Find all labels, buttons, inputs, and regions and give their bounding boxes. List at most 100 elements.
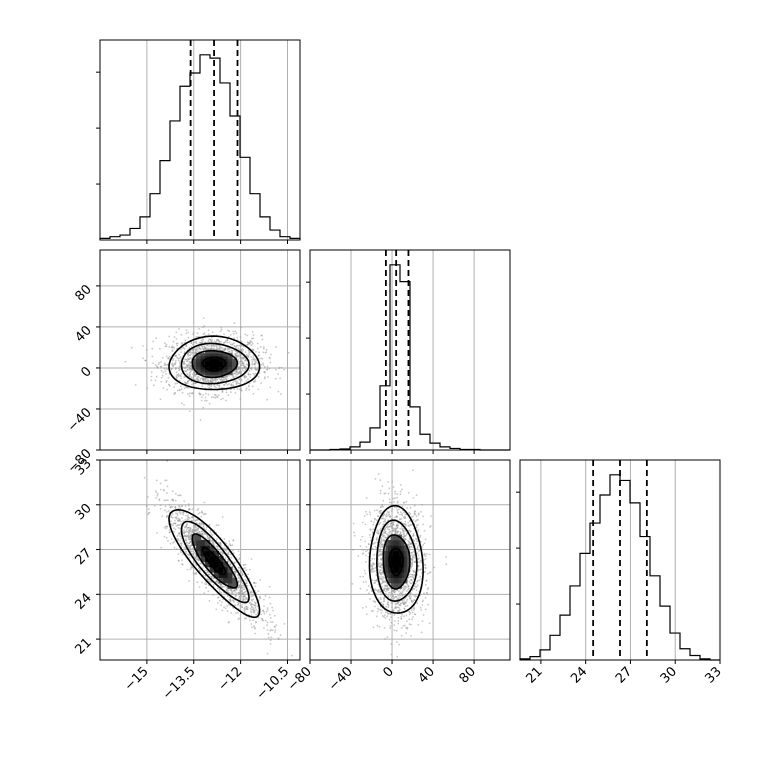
scatter-point (240, 360, 243, 362)
x-tick-label: −13.5 (160, 664, 199, 703)
scatter-point (147, 513, 150, 516)
density-cell (205, 353, 210, 357)
scatter-point (401, 613, 403, 616)
scatter-point (230, 349, 233, 352)
scatter-point (164, 509, 166, 512)
scatter-point (233, 388, 236, 391)
scatter-point (218, 340, 221, 343)
scatter-point (206, 344, 209, 347)
density-cell (227, 369, 233, 373)
scatter-point (189, 353, 192, 356)
scatter-point (165, 381, 168, 384)
scatter-point (232, 549, 234, 552)
scatter-point (226, 349, 229, 351)
scatter-point (191, 352, 194, 355)
scatter-point (187, 353, 190, 355)
scatter-point (405, 614, 408, 617)
scatter-point (166, 492, 168, 494)
scatter-point (168, 504, 171, 506)
scatter-point (223, 378, 226, 381)
scatter-point (195, 571, 198, 574)
scatter-point (218, 384, 220, 387)
scatter-point (200, 515, 203, 518)
scatter-point (173, 540, 176, 543)
scatter-point (374, 605, 376, 608)
scatter-point (277, 390, 280, 393)
scatter-point (185, 358, 188, 361)
scatter-point (416, 602, 419, 605)
scatter-point (248, 602, 251, 604)
scatter-point (178, 379, 181, 382)
scatter-point (370, 520, 373, 523)
scatter-point (243, 375, 246, 378)
density-cell (200, 369, 206, 373)
scatter-point (404, 624, 406, 627)
scatter-point (394, 490, 396, 493)
density-cell (196, 361, 201, 365)
scatter-point (180, 377, 183, 379)
scatter-point (156, 367, 159, 369)
scatter-point (203, 325, 206, 327)
scatter-point (236, 352, 238, 355)
scatter-point (216, 378, 219, 381)
scatter-point (153, 505, 156, 507)
scatter-point (242, 357, 245, 360)
scatter-point (421, 503, 423, 506)
scatter-point (280, 366, 283, 369)
scatter-point (238, 558, 240, 561)
scatter-point (189, 568, 192, 571)
scatter-point (194, 348, 197, 350)
scatter-point (419, 534, 422, 537)
scatter-point (185, 329, 188, 331)
scatter-point (362, 581, 365, 583)
scatter-point (150, 371, 153, 374)
scatter-panel-1-2: −80 −40 0 40 80 (285, 459, 511, 694)
scatter-point (150, 375, 153, 378)
scatter-point (274, 631, 276, 633)
scatter-point (270, 636, 273, 639)
scatter-point (215, 524, 218, 527)
scatter-point (166, 460, 169, 462)
scatter-point (227, 335, 230, 338)
scatter-point (283, 368, 286, 371)
scatter-point (247, 349, 250, 352)
scatter-point (228, 383, 230, 385)
scatter-point (162, 371, 165, 374)
scatter-point (191, 547, 194, 550)
scatter-point (253, 374, 256, 376)
scatter-point (384, 638, 386, 640)
scatter-point (244, 368, 247, 371)
scatter-point (159, 508, 162, 510)
scatter-point (248, 343, 251, 345)
scatter-point (410, 609, 413, 612)
scatter-point (167, 540, 169, 542)
scatter-point (242, 356, 244, 358)
scatter-point (237, 358, 239, 361)
scatter-point (417, 623, 420, 626)
scatter-point (257, 590, 260, 592)
scatter-point (394, 620, 396, 622)
histogram-step (99, 54, 301, 240)
scatter-point (211, 336, 213, 339)
scatter-point (180, 373, 183, 375)
scatter-point (263, 612, 266, 615)
scatter-point (232, 539, 235, 541)
scatter-point (160, 546, 163, 549)
density-cell (205, 363, 210, 367)
scatter-point (266, 398, 269, 401)
scatter-point (265, 610, 268, 613)
scatter-point (287, 351, 290, 354)
scatter-point (187, 364, 190, 367)
scatter-point (234, 380, 237, 382)
scatter-point (195, 378, 198, 381)
scatter-point (242, 367, 244, 369)
y-tick-label: 30 (73, 501, 95, 523)
scatter-point (171, 346, 174, 349)
scatter-point (428, 553, 431, 556)
scatter-point (279, 634, 282, 637)
density-cell (205, 371, 210, 375)
scatter-point (240, 340, 242, 342)
scatter-point (359, 538, 362, 541)
scatter-point (400, 627, 403, 629)
scatter-point (164, 479, 167, 482)
